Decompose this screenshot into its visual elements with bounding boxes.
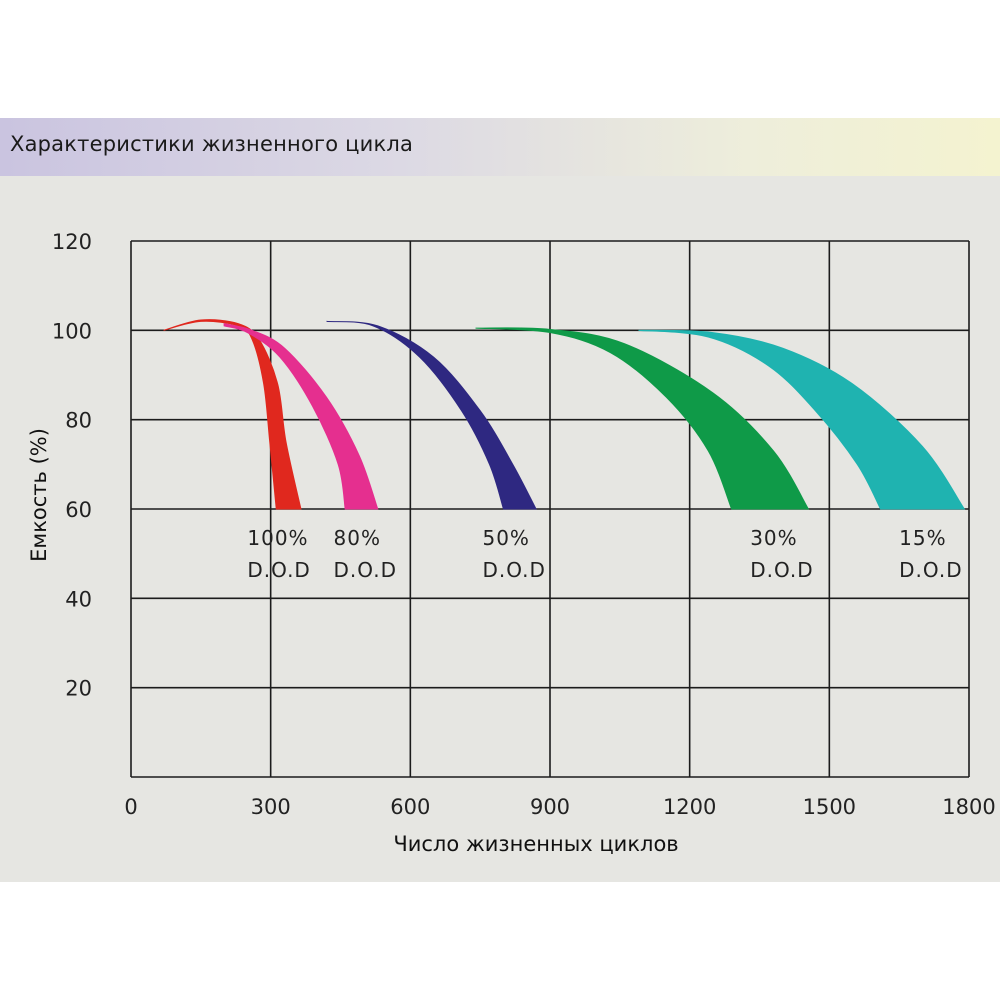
x-tick-label: 600 xyxy=(390,795,430,819)
ticks: 0 300 600 900 1200 1500 1800 20 40 60 80 100 120 xyxy=(52,230,996,819)
dod-label-percent: 15% xyxy=(899,526,946,550)
dod-label-text: D.O.D xyxy=(482,558,545,582)
chart-panel xyxy=(0,118,1000,882)
x-tick-label: 300 xyxy=(251,795,291,819)
x-tick-label: 0 xyxy=(124,795,137,819)
page-title: Характеристики жизненного цикла xyxy=(10,132,414,156)
y-tick-label: 40 xyxy=(65,587,92,611)
dod-label-text: D.O.D xyxy=(899,558,962,582)
y-axis-label: Емкость (%) xyxy=(27,428,51,562)
y-tick-label: 60 xyxy=(65,498,92,522)
dod-band-3 xyxy=(475,327,810,510)
y-tick-label: 20 xyxy=(65,677,92,701)
header-band xyxy=(0,118,1000,176)
dod-band-4 xyxy=(638,329,966,510)
x-tick-label: 900 xyxy=(530,795,570,819)
dod-labels: 100% D.O.D 80% D.O.D 50% D.O.D 30% D.O.D 15% D.O.… xyxy=(247,526,962,582)
dod-label-percent: 50% xyxy=(482,526,529,550)
x-tick-label: 1500 xyxy=(803,795,856,819)
y-tick-label: 80 xyxy=(65,409,92,433)
x-tick-label: 1200 xyxy=(663,795,716,819)
dod-label-text: D.O.D xyxy=(247,558,310,582)
dod-label-percent: 100% xyxy=(247,526,308,550)
x-tick-label: 1800 xyxy=(942,795,995,819)
dod-band-2 xyxy=(326,320,537,510)
y-tick-label: 120 xyxy=(52,230,92,254)
dod-band-1 xyxy=(223,322,379,510)
grid xyxy=(130,240,970,778)
curves xyxy=(163,319,966,510)
dod-label-percent: 80% xyxy=(334,526,381,550)
x-axis-label: Число жизненных циклов xyxy=(393,832,678,856)
dod-label-text: D.O.D xyxy=(334,558,397,582)
y-tick-label: 100 xyxy=(52,319,92,343)
dod-label-text: D.O.D xyxy=(750,558,813,582)
dod-label-percent: 30% xyxy=(750,526,797,550)
